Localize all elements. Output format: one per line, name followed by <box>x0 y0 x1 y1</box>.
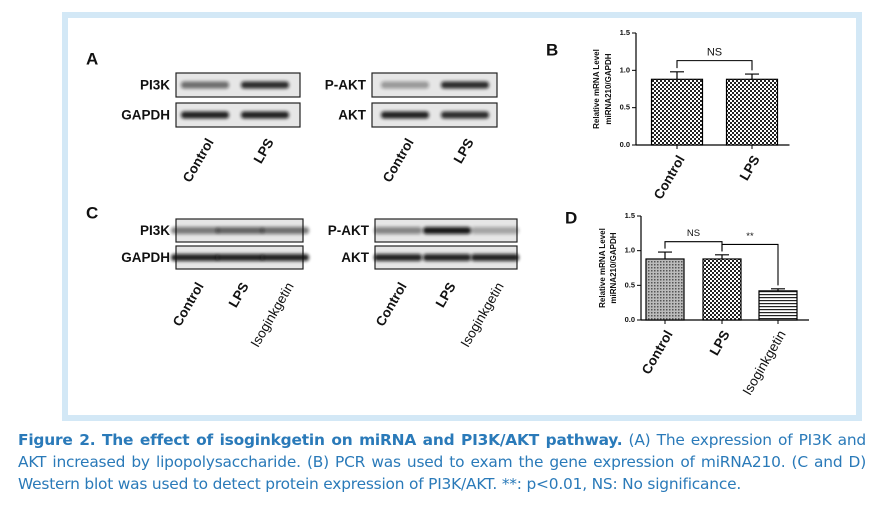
blot-band <box>241 81 289 89</box>
y-tick-label: 0.5 <box>620 103 630 112</box>
bar <box>650 78 704 146</box>
blot-band <box>216 254 264 261</box>
y-axis-label: Relative mRNA Level <box>592 49 601 129</box>
blot-band <box>374 254 422 261</box>
panel-label: B <box>546 40 558 59</box>
blot-band <box>471 227 519 234</box>
blot-band <box>471 254 519 261</box>
bar <box>702 258 742 321</box>
blot-band <box>441 111 489 119</box>
y-tick-label: 1.0 <box>620 65 630 74</box>
caption-text: (A) The expression of PI3K and AKT incre… <box>18 431 866 493</box>
bar <box>645 258 685 321</box>
blot-band <box>171 254 219 261</box>
blot-band <box>216 227 264 234</box>
y-tick-label: 1.5 <box>625 211 635 220</box>
y-axis-label: miRNA210/GAPDH <box>604 53 613 124</box>
y-tick-label: 0.0 <box>625 315 635 324</box>
error-bar <box>715 254 729 259</box>
bar <box>725 78 779 146</box>
bar <box>758 290 798 321</box>
y-axis-label: miRNA210/GAPDH <box>609 232 618 303</box>
blot-band <box>261 254 309 261</box>
y-tick-label: 0.0 <box>620 140 630 149</box>
blot-band <box>171 227 219 234</box>
error-bar <box>745 73 759 80</box>
caption-title: Figure 2. The effect of isoginkgetin on … <box>18 431 623 449</box>
blot-row-label: P-AKT <box>325 78 367 93</box>
blot-row-label: GAPDH <box>121 250 170 265</box>
y-axis-label: Relative mRNA Level <box>598 228 607 308</box>
panel-label: A <box>86 49 98 68</box>
blot-band <box>374 227 422 234</box>
panel-label: D <box>565 208 577 227</box>
significance-label: NS <box>687 228 700 239</box>
blot-band <box>381 81 429 89</box>
y-tick-label: 1.5 <box>620 28 630 37</box>
panel-label: C <box>86 203 98 222</box>
blot-row-label: P-AKT <box>328 223 370 238</box>
error-bar <box>658 251 672 259</box>
y-tick-label: 1.0 <box>625 246 635 255</box>
y-tick-label: 0.5 <box>625 280 635 289</box>
significance-label: ** <box>746 231 754 242</box>
significance-bracket <box>676 60 753 71</box>
blot-row-label: AKT <box>338 108 366 123</box>
blot-band <box>241 111 289 119</box>
blot-band <box>181 111 229 119</box>
blot-band <box>423 227 471 234</box>
blot-row-label: PI3K <box>140 78 170 93</box>
blot-band <box>261 227 309 234</box>
caption: Figure 2. The effect of isoginkgetin on … <box>18 429 866 495</box>
blot-band <box>381 111 429 119</box>
blot-band <box>423 254 471 261</box>
significance-label: NS <box>707 47 722 59</box>
significance-bracket <box>721 243 779 286</box>
error-bar <box>771 288 785 291</box>
blot-band <box>441 81 489 89</box>
blot-row-label: GAPDH <box>121 108 170 123</box>
error-bar <box>670 71 684 80</box>
blot-row-label: AKT <box>341 250 369 265</box>
blot-band <box>181 81 229 89</box>
blot-row-label: PI3K <box>140 223 170 238</box>
